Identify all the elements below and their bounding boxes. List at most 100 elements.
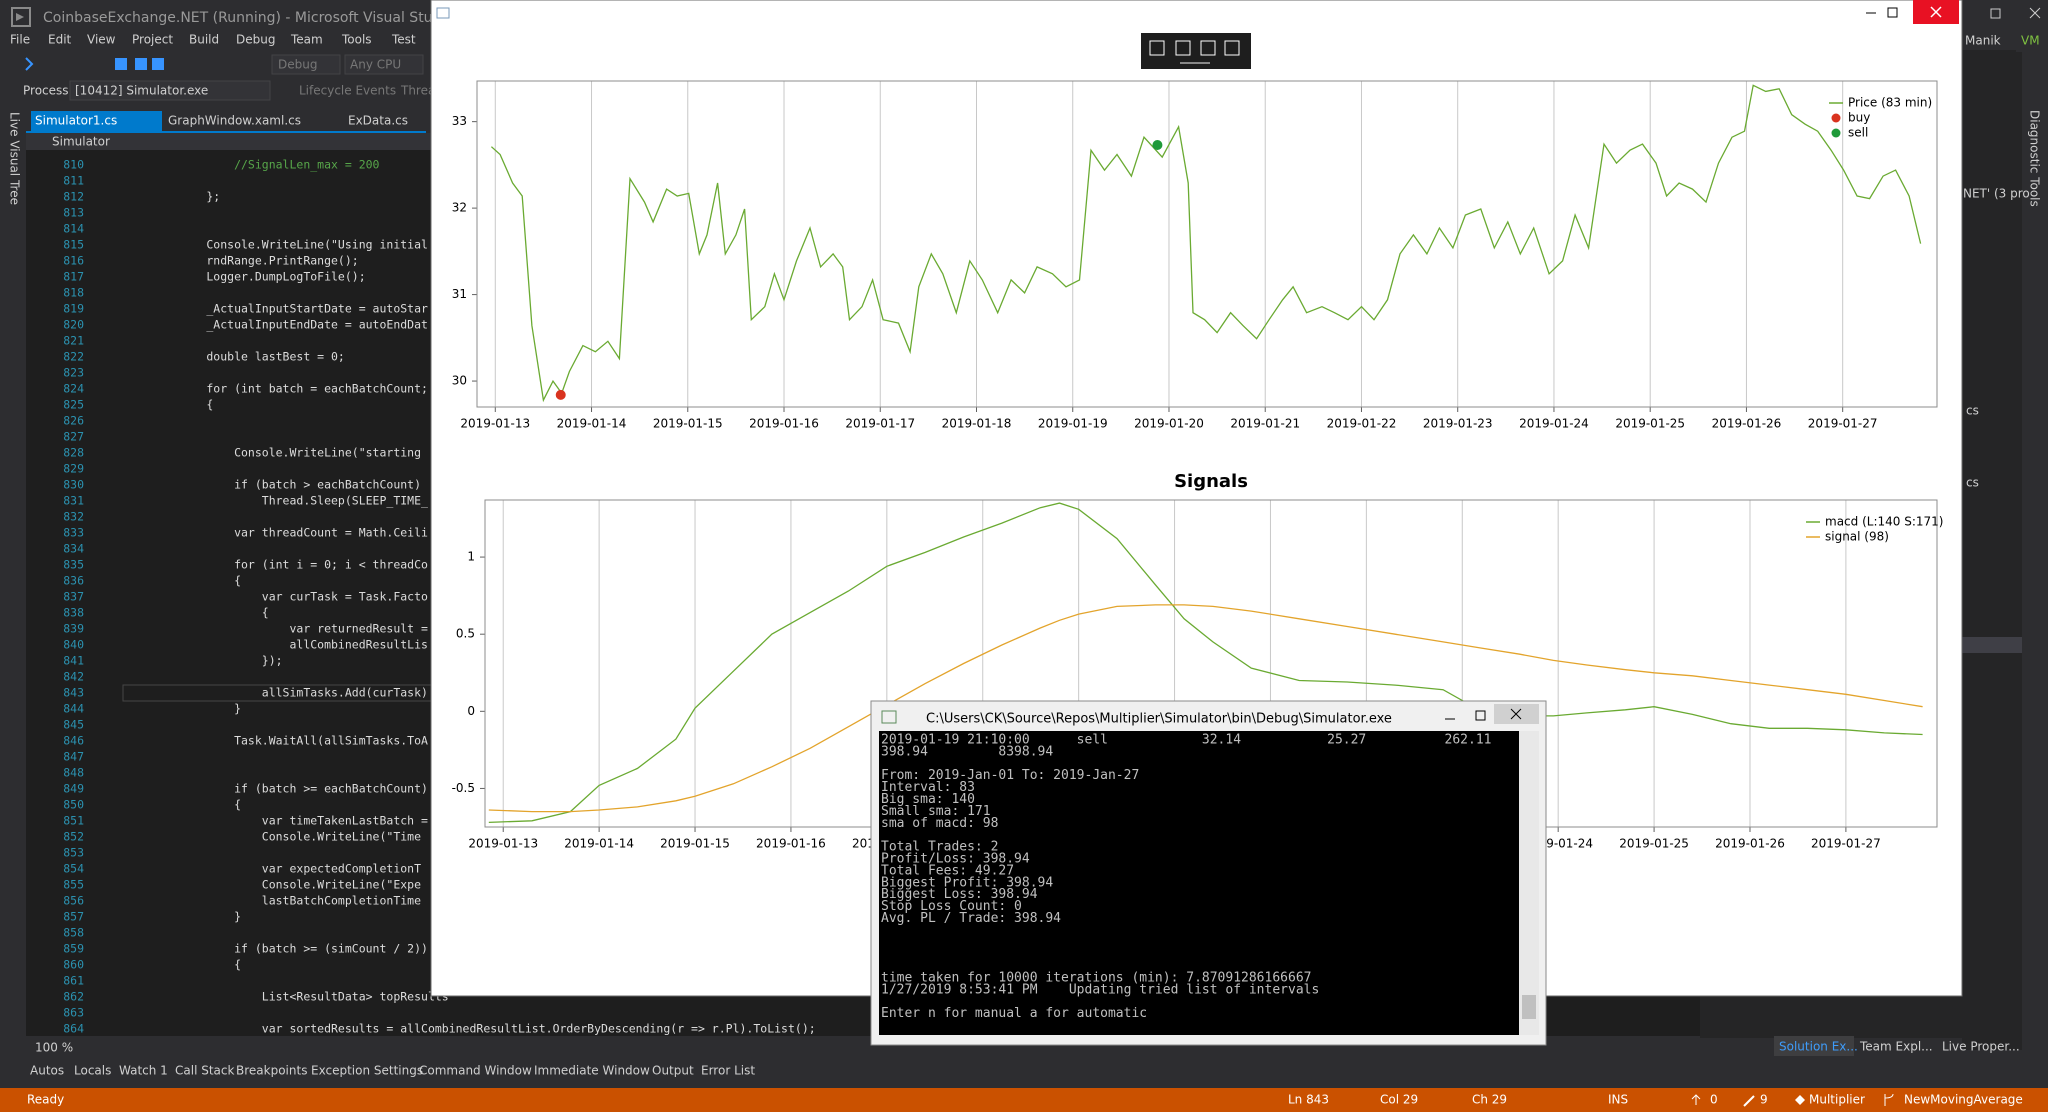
code-line: var threadCount = Math.Ceili [151, 526, 428, 540]
menu-item[interactable]: Edit [48, 33, 72, 47]
tab[interactable]: ExData.cs [348, 114, 408, 128]
line-number: 855 [63, 878, 84, 892]
status-edits[interactable]: 9 [1760, 1093, 1768, 1107]
status-push[interactable]: 0 [1710, 1093, 1718, 1107]
legend-label: signal (98) [1825, 530, 1889, 544]
code-line: allCombinedResultLis [151, 638, 428, 652]
tool-tab[interactable]: Error List [701, 1064, 755, 1078]
console-line: 1/27/2019 8:53:41 PM Updating tried list… [881, 982, 1319, 997]
line-number: 817 [63, 270, 84, 284]
process-dropdown[interactable]: [10412] Simulator.exe [75, 84, 208, 98]
menu-item[interactable]: File [10, 33, 30, 47]
console-title: C:\Users\CK\Source\Repos\Multiplier\Simu… [926, 712, 1392, 727]
tab-active [1774, 1036, 1854, 1056]
code-line: } [151, 910, 241, 924]
tab-active[interactable]: Simulator1.cs [35, 114, 117, 128]
code-line: var sortedResults = allCombinedResultLis… [151, 1022, 816, 1036]
thread-dropdown[interactable]: Threa [400, 84, 435, 98]
menu-item[interactable]: Team [290, 33, 323, 47]
x-tick-label: 2019-01-26 [1715, 837, 1785, 851]
console-line: Biggest Loss: 398.94 [881, 887, 1038, 902]
y-tick-label: 32 [452, 201, 467, 215]
series-line [488, 604, 1923, 813]
line-number: 811 [63, 174, 84, 188]
tool-tab[interactable]: Immediate Window [534, 1064, 650, 1078]
diagnostic-tools-tab[interactable]: Diagnostic Tools [2028, 110, 2042, 207]
lifecycle-events[interactable]: Lifecycle Events [299, 84, 396, 98]
tool-tab[interactable]: Output [652, 1064, 694, 1078]
solution-explorer-tab[interactable]: Solution Ex... [1779, 1040, 1858, 1054]
x-tick-label: 2019-01-22 [1327, 417, 1397, 431]
tool-tab[interactable]: Exception Settings [311, 1064, 423, 1078]
live-properties-tab[interactable]: Live Proper... [1942, 1040, 2020, 1054]
menu-item[interactable]: Build [189, 33, 219, 47]
code-editor: 810 811 812 813 814 815 816 817 818 819 820 821 822 8… [63, 158, 1706, 1036]
code-line: lastBatchCompletionTime [151, 894, 421, 908]
line-number: 821 [63, 334, 84, 348]
tool-tab[interactable]: Watch 1 [119, 1064, 168, 1078]
solution-fragment: cs [1966, 404, 1979, 418]
user-name[interactable]: Manik [1965, 34, 2001, 48]
code-line: var timeTakenLastBatch = [151, 814, 428, 828]
console-line: Profit/Loss: 398.94 [881, 852, 1030, 867]
line-number: 813 [63, 206, 84, 220]
line-number: 830 [63, 478, 84, 492]
console-line: time taken for 10000 iterations (min): 7… [881, 971, 1311, 986]
code-line: { [151, 606, 269, 620]
code-line: List<ResultData> topResults [151, 990, 449, 1004]
code-line: { [151, 958, 241, 972]
platform-dropdown[interactable]: Any CPU [350, 58, 401, 72]
tab[interactable]: GraphWindow.xaml.cs [168, 114, 301, 128]
menu-item[interactable]: Debug [236, 33, 275, 47]
tool-tab[interactable]: Command Window [419, 1064, 532, 1078]
menu-item[interactable]: View [87, 33, 116, 47]
code-line: allSimTasks.Add(curTask) [151, 686, 428, 700]
right-strip [2022, 50, 2048, 1050]
code-line: Logger.DumpLogToFile(); [151, 270, 366, 284]
scrollbar[interactable] [1519, 731, 1539, 1035]
tool-tab[interactable]: Autos [30, 1064, 64, 1078]
window-title: CoinbaseExchange.NET (Running) - Microso… [43, 10, 454, 26]
team-explorer-tab[interactable]: Team Expl... [1859, 1040, 1933, 1054]
vs-logo [11, 7, 31, 27]
menu-item[interactable]: Tools [341, 33, 372, 47]
code-line: Console.WriteLine("Using initial [151, 238, 428, 252]
x-tick-label: 2019-01-27 [1808, 417, 1878, 431]
toolbar: Debug Any CPU [25, 54, 424, 75]
line-number: 845 [63, 718, 84, 732]
line-number: 829 [63, 462, 84, 476]
status-ready: Ready [27, 1093, 64, 1107]
code-line: var curTask = Task.Facto [151, 590, 428, 604]
user-initials[interactable]: VM [2021, 34, 2040, 48]
status-branch[interactable]: NewMovingAverage [1904, 1093, 2023, 1107]
tool-tab[interactable]: Breakpoints [236, 1064, 307, 1078]
config-dropdown[interactable]: Debug [278, 58, 317, 72]
line-number: 832 [63, 510, 84, 524]
line-number: 858 [63, 926, 84, 940]
line-number: 839 [63, 622, 84, 636]
status-insert: INS [1608, 1093, 1628, 1107]
line-number: 815 [63, 238, 84, 252]
line-number: 859 [63, 942, 84, 956]
live-visual-tree-tab[interactable]: Live Visual Tree [8, 112, 22, 205]
status-repo[interactable]: Multiplier [1809, 1093, 1865, 1107]
nav-class[interactable]: Simulator [52, 135, 110, 149]
tool-tab[interactable]: Locals [74, 1064, 111, 1078]
line-number: 862 [63, 990, 84, 1004]
line-number: 828 [63, 446, 84, 460]
line-number: 831 [63, 494, 84, 508]
line-number: 861 [63, 974, 84, 988]
menu-item[interactable]: Project [132, 33, 173, 47]
menu-item[interactable]: Test [391, 33, 416, 47]
x-tick-label: 2019-01-25 [1619, 837, 1689, 851]
zoom-level[interactable]: 100 % [35, 1041, 73, 1055]
x-tick-label: 2019-01-16 [749, 417, 819, 431]
console-line: Stop Loss Count: 0 [881, 899, 1022, 914]
code-line: if (batch > eachBatchCount) [151, 478, 421, 492]
process-bar: Process: [10412] Simulator.exe Lifecycle… [23, 80, 435, 101]
line-number: 843 [63, 686, 84, 700]
status-line: Ln 843 [1288, 1093, 1329, 1107]
tool-tab[interactable]: Call Stack [175, 1064, 234, 1078]
line-number: 833 [63, 526, 84, 540]
